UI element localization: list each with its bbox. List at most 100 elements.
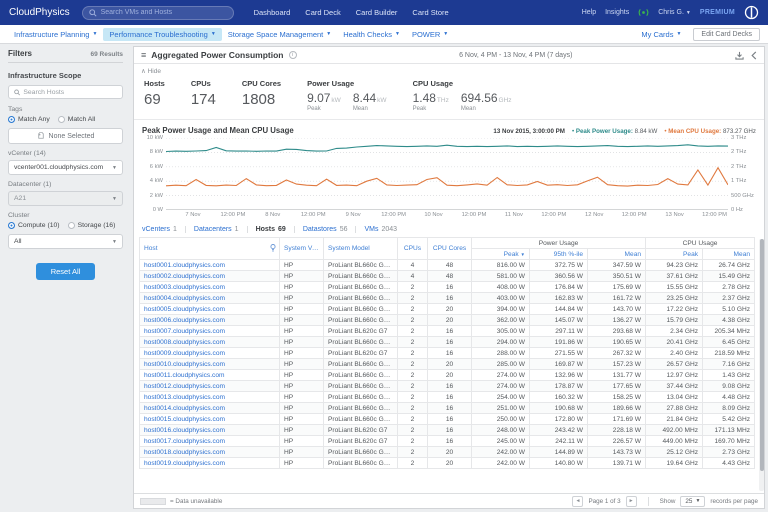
collapse-panel-icon[interactable] bbox=[751, 50, 757, 60]
power-cpu-line-chart[interactable] bbox=[165, 137, 729, 210]
host-link[interactable]: host0019.cloudphysics.com bbox=[139, 457, 280, 469]
host-link[interactable]: host0001.cloudphysics.com bbox=[139, 259, 280, 271]
cluster-compute-radio[interactable]: Compute (10) bbox=[8, 222, 60, 229]
topnav-link-card-builder[interactable]: Card Builder bbox=[355, 8, 398, 17]
cpu-peak-cell: 449.00 MHz bbox=[645, 435, 704, 447]
vendor-cell: HP bbox=[279, 369, 324, 381]
match-all-radio[interactable]: Match All bbox=[57, 116, 95, 123]
host-link[interactable]: host0018.cloudphysics.com bbox=[139, 446, 280, 458]
group-header-cpu-usage: CPU Usage bbox=[645, 237, 756, 249]
col-header-power-mean[interactable]: Mean bbox=[586, 248, 647, 260]
match-any-label: Match Any bbox=[18, 116, 50, 123]
cluster-select[interactable]: All ▼ bbox=[8, 234, 123, 249]
host-link[interactable]: host0005.cloudphysics.com bbox=[139, 303, 280, 315]
host-link[interactable]: host0003.cloudphysics.com bbox=[139, 281, 280, 293]
info-icon[interactable]: i bbox=[288, 51, 297, 59]
host-search[interactable] bbox=[8, 85, 123, 99]
y-right-tick: 1 THz bbox=[731, 178, 747, 185]
tag-selector[interactable]: None Selected bbox=[8, 128, 123, 144]
host-link[interactable]: host0011.cloudphysics.com bbox=[139, 369, 280, 381]
menu-storage-space-management[interactable]: Storage Space Management ▼ bbox=[222, 28, 337, 41]
host-link[interactable]: host0004.cloudphysics.com bbox=[139, 292, 280, 304]
host-link[interactable]: host0016.cloudphysics.com bbox=[139, 424, 280, 436]
col-header-cpu-mean[interactable]: Mean bbox=[702, 248, 756, 260]
host-link[interactable]: host0015.cloudphysics.com bbox=[139, 413, 280, 425]
host-link[interactable]: host0017.cloudphysics.com bbox=[139, 435, 280, 447]
col-header-system-vendor[interactable]: System Vendor bbox=[279, 237, 324, 260]
cluster-storage-radio[interactable]: Storage (16) bbox=[67, 222, 115, 229]
help-link[interactable]: Help bbox=[581, 9, 597, 16]
col-header-host[interactable]: Host bbox=[139, 237, 280, 260]
menu-health-checks[interactable]: Health Checks ▼ bbox=[337, 28, 406, 41]
premium-badge[interactable]: PREMIUM bbox=[699, 9, 735, 16]
table-row: host0017.cloudphysics.com HP ProLiant BL62… bbox=[139, 435, 756, 447]
card-menu-icon[interactable]: ≡ bbox=[141, 50, 147, 60]
my-cards-menu[interactable]: My Cards ▼ bbox=[641, 30, 681, 39]
host-search-input[interactable] bbox=[23, 88, 117, 96]
export-icon[interactable] bbox=[735, 51, 744, 60]
host-link[interactable]: host0009.cloudphysics.com bbox=[139, 347, 280, 359]
vcenter-value: vcenter001.cloudphysics.com bbox=[14, 164, 104, 171]
host-link[interactable]: host0014.cloudphysics.com bbox=[139, 402, 280, 414]
col-header-cpus[interactable]: CPUs bbox=[397, 237, 428, 260]
entity-tab-vms[interactable]: VMs 2043 bbox=[356, 226, 405, 233]
col-header-cpu-peak[interactable]: Peak bbox=[645, 248, 704, 260]
entity-tab-datastores[interactable]: Datastores 56 bbox=[295, 226, 357, 233]
entity-tab-datacenters[interactable]: Datacenters 1 bbox=[186, 226, 248, 233]
cloudphysics-mark-icon[interactable] bbox=[744, 5, 759, 20]
results-count: 69 Results bbox=[90, 51, 123, 58]
host-link[interactable]: host0012.cloudphysics.com bbox=[139, 380, 280, 392]
host-link[interactable]: host0010.cloudphysics.com bbox=[139, 358, 280, 370]
prev-page-button[interactable]: ◄ bbox=[572, 495, 584, 507]
cpu-mean: 694.56GHz Mean bbox=[461, 91, 512, 112]
host-link[interactable]: host0006.cloudphysics.com bbox=[139, 314, 280, 326]
topnav-link-dashboard[interactable]: Dashboard bbox=[253, 8, 291, 17]
col-header-power-95th[interactable]: 95th %-ile bbox=[529, 248, 588, 260]
reset-all-button[interactable]: Reset All bbox=[35, 263, 96, 280]
cpu-mean-cell: 171.13 MHz bbox=[702, 424, 756, 436]
collapse-caret-icon: ∧ bbox=[141, 68, 146, 75]
stat-label: CPU Cores bbox=[241, 79, 282, 88]
insights-link[interactable]: Insights bbox=[605, 9, 630, 16]
user-menu[interactable]: Chris G. ▼ bbox=[658, 9, 691, 16]
lightbulb-icon[interactable] bbox=[270, 243, 276, 254]
host-link[interactable]: host0007.cloudphysics.com bbox=[139, 325, 280, 337]
cluster-compute-label: Compute (10) bbox=[18, 222, 60, 229]
col-header-cpu-cores[interactable]: CPU Cores bbox=[427, 237, 472, 260]
edit-card-decks-button[interactable]: Edit Card Decks bbox=[693, 27, 760, 41]
host-link[interactable]: host0002.cloudphysics.com bbox=[139, 270, 280, 282]
menu-infrastructure-planning[interactable]: Infrastructure Planning ▼ bbox=[8, 28, 103, 41]
entity-tab-vcenters[interactable]: vCenters 1 bbox=[142, 226, 186, 233]
broadcast-status-icon[interactable] bbox=[638, 8, 649, 17]
entity-tab-hosts[interactable]: Hosts 69 bbox=[248, 226, 295, 233]
col-header-power-peak[interactable]: Peak ▼ bbox=[471, 248, 530, 260]
menu-power[interactable]: POWER ▼ bbox=[406, 28, 454, 41]
match-any-radio[interactable]: Match Any bbox=[8, 116, 50, 123]
search-input[interactable] bbox=[100, 9, 227, 16]
cpus-cell: 2 bbox=[397, 325, 428, 337]
datacenter-select[interactable]: A21 ▼ bbox=[8, 191, 123, 206]
records-per-page-label: records per page bbox=[710, 497, 758, 505]
cpus-cell: 2 bbox=[397, 303, 428, 315]
global-search[interactable] bbox=[81, 5, 234, 20]
col-header-system-model[interactable]: System Model bbox=[323, 237, 398, 260]
menu-performance-troubleshooting[interactable]: Performance Troubleshooting ▼ bbox=[103, 27, 222, 41]
vcenter-select[interactable]: vcenter001.cloudphysics.com ▼ bbox=[8, 160, 123, 175]
topnav-link-card-store[interactable]: Card Store bbox=[412, 8, 449, 17]
per-page-select[interactable]: 25 ▼ bbox=[680, 495, 706, 507]
scrollbar-thumb[interactable] bbox=[759, 239, 764, 471]
hide-toggle[interactable]: ∧ Hide bbox=[134, 64, 764, 76]
host-link[interactable]: host0008.cloudphysics.com bbox=[139, 336, 280, 348]
cpu-mean-cell: 218.59 MHz bbox=[702, 347, 756, 359]
power-peak-value: 9.07 bbox=[307, 91, 331, 105]
next-page-button[interactable]: ► bbox=[625, 495, 637, 507]
table-scrollbar[interactable] bbox=[759, 239, 764, 491]
topnav-link-card-deck[interactable]: Card Deck bbox=[305, 8, 341, 17]
cores-cell: 16 bbox=[427, 380, 472, 392]
x-axis-tick: 8 Nov bbox=[265, 212, 281, 218]
host-link[interactable]: host0013.cloudphysics.com bbox=[139, 391, 280, 403]
brand-logo[interactable]: CloudPhysics bbox=[9, 7, 70, 18]
date-range[interactable]: 6 Nov, 4 PM - 13 Nov, 4 PM (7 days) bbox=[459, 51, 573, 59]
model-cell: ProLiant BL660c Gen8 bbox=[323, 292, 398, 304]
cpus-cell: 2 bbox=[397, 336, 428, 348]
